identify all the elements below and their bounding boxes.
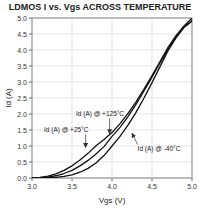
tick-label: 2.0	[17, 111, 27, 118]
chart: 3.0 3.5 4.0 4.5 5.0 0.0 0.5 1.0 1.5 2.0 2.5 3.0 3.5 4…	[0, 0, 200, 208]
axes: 3.0 3.5 4.0 4.5 5.0 0.0 0.5 1.0 1.5 2.0 2.5 3.0 3.5 4…	[17, 15, 197, 191]
annotation-text: Id (A) @ +25°C	[44, 126, 89, 134]
series-line	[32, 21, 192, 178]
annotation-arrow	[85, 134, 86, 147]
annotations: Id (A) @ +125°C Id (A) @ +25°C Id (A) @ -4…	[44, 110, 181, 153]
annotation-text: Id (A) @ -40°C	[138, 145, 181, 153]
series-line	[32, 18, 192, 178]
tick-label: 4.5	[147, 183, 157, 190]
annotation-arrow	[109, 118, 110, 133]
tick-label: 4.0	[107, 183, 117, 190]
annotation-text: Id (A) @ +125°C	[76, 110, 124, 118]
tick-label: 4.5	[17, 31, 27, 38]
tick-label: 0.0	[17, 175, 27, 182]
tick-label: 0.5	[17, 159, 27, 166]
tick-label: 3.0	[27, 183, 37, 190]
tick-label: 1.5	[17, 127, 27, 134]
tick-label: 5.0	[187, 183, 197, 190]
grid-line	[32, 66, 192, 67]
grid-line	[32, 98, 192, 99]
tick-label: 4.0	[17, 47, 27, 54]
series-group	[32, 18, 192, 178]
plot-frame	[32, 18, 192, 178]
title: LDMOS I vs. Vgs ACROSS TEMPERATURE	[9, 2, 192, 12]
series-line	[32, 21, 192, 178]
tick-label: 3.5	[67, 183, 77, 190]
grid-line	[32, 162, 192, 163]
tick-label: 2.5	[17, 95, 27, 102]
plot-area	[32, 18, 192, 178]
grid-line	[32, 34, 192, 35]
tick-label: 3.0	[17, 79, 27, 86]
tick-label: 5.0	[17, 15, 27, 22]
tick-label: 1.0	[17, 143, 27, 150]
y-axis-label: Id (A)	[4, 88, 13, 108]
grid	[32, 18, 192, 178]
annotation-arrow	[132, 133, 138, 144]
tick-label: 3.5	[17, 63, 27, 70]
grid-line	[32, 82, 192, 83]
x-axis-label: Vgs (V)	[99, 196, 126, 205]
